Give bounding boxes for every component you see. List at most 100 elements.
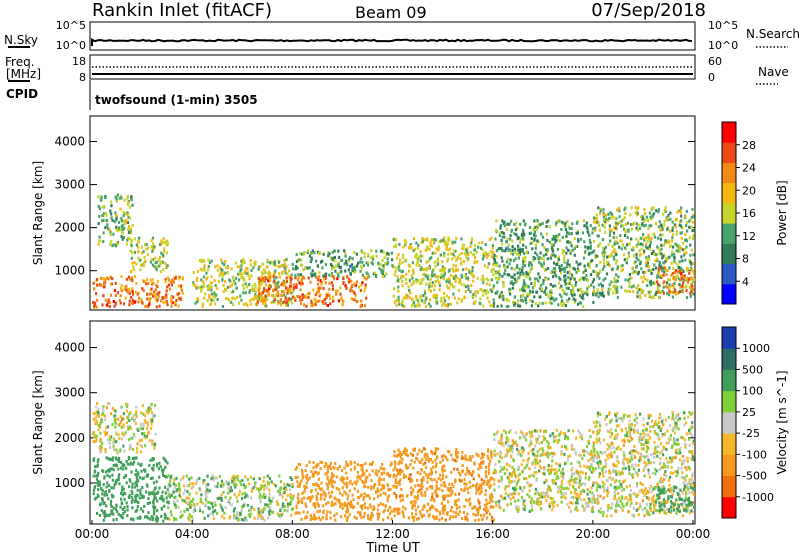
echo-cell <box>567 232 571 236</box>
echo-cell <box>483 289 486 293</box>
echo-cell <box>565 286 568 290</box>
echo-cell <box>316 264 319 268</box>
echo-cell <box>631 266 634 270</box>
echo-cell <box>106 473 109 477</box>
echo-cell <box>552 243 555 247</box>
echo-cell <box>345 483 348 487</box>
echo-cell <box>149 418 152 422</box>
echo-cell <box>421 457 424 461</box>
echo-cell <box>379 502 382 506</box>
echo-cell <box>434 490 437 494</box>
echo-cell <box>115 440 118 444</box>
echo-cell <box>414 508 418 512</box>
echo-cell <box>513 277 517 281</box>
echo-cell <box>329 516 332 520</box>
echo-cell <box>359 513 362 517</box>
echo-cell <box>669 211 672 215</box>
echo-cell <box>222 284 225 288</box>
echo-cell <box>190 515 193 519</box>
echo-cell <box>147 282 150 285</box>
echo-cell <box>647 290 650 294</box>
echo-cell <box>134 422 137 425</box>
echo-cell <box>612 231 616 235</box>
echo-cell <box>492 298 495 302</box>
echo-cell <box>377 469 381 473</box>
echo-cell <box>460 251 463 255</box>
echo-cell <box>552 297 555 301</box>
echo-cell <box>488 485 491 489</box>
echo-cell <box>472 470 475 474</box>
echo-cell <box>429 277 432 281</box>
echo-cell <box>508 237 512 241</box>
echo-cell <box>686 229 689 233</box>
echo-cell <box>670 239 673 243</box>
echo-cell <box>399 450 402 454</box>
echo-cell <box>93 457 96 461</box>
echo-cell <box>410 283 413 287</box>
echo-cell <box>309 260 312 264</box>
echo-cell <box>417 279 420 283</box>
echo-cell <box>166 500 169 504</box>
echo-cell <box>519 288 522 292</box>
echo-cell <box>646 284 649 288</box>
echo-cell <box>128 299 131 303</box>
echo-cell <box>117 475 120 479</box>
echo-cell <box>450 283 453 287</box>
echo-cell <box>684 258 687 262</box>
echo-cell <box>142 279 145 283</box>
echo-cell <box>579 237 583 241</box>
echo-cell <box>424 274 427 278</box>
echo-cell <box>240 267 243 271</box>
echo-cell <box>192 484 195 488</box>
echo-cell <box>570 227 573 230</box>
echo-cell <box>533 281 536 285</box>
echo-cell <box>405 449 408 453</box>
echo-cell <box>514 250 517 254</box>
echo-cell <box>459 479 462 483</box>
echo-cell <box>365 494 368 498</box>
echo-cell <box>689 226 692 229</box>
echo-cell <box>505 228 508 231</box>
echo-cell <box>230 503 233 507</box>
echo-cell <box>556 262 559 266</box>
echo-cell <box>99 283 103 287</box>
echo-cell <box>389 487 392 491</box>
echo-cell <box>256 298 259 301</box>
echo-cell <box>674 275 677 279</box>
echo-cell <box>431 492 434 496</box>
echo-cell <box>586 247 589 251</box>
echo-cell <box>96 298 99 302</box>
echo-cell <box>433 478 436 482</box>
echo-cell <box>369 462 372 466</box>
echo-cell <box>648 257 651 261</box>
echo-cell <box>129 446 132 450</box>
echo-cell <box>333 249 336 253</box>
echo-cell <box>205 271 208 275</box>
echo-cell <box>160 507 163 511</box>
echo-cell <box>125 466 128 470</box>
echo-cell <box>539 251 542 255</box>
echo-cell <box>268 287 271 291</box>
echo-cell <box>692 272 695 276</box>
echo-cell <box>190 503 193 507</box>
echo-cell <box>101 499 104 503</box>
echo-cell <box>313 251 316 255</box>
echo-cell <box>690 225 694 229</box>
echo-cell <box>560 284 563 288</box>
echo-cell <box>466 258 469 262</box>
echo-cell <box>692 292 695 296</box>
echo-cell <box>361 250 364 254</box>
echo-cell <box>531 300 534 304</box>
echo-cell <box>656 245 659 249</box>
echo-cell <box>464 517 467 521</box>
echo-cell <box>156 279 160 283</box>
echo-cell <box>471 294 474 298</box>
echo-cell <box>660 247 663 251</box>
echo-cell <box>501 259 504 263</box>
echo-cell <box>354 269 357 273</box>
echo-cell <box>393 491 396 495</box>
beam-title: Beam 09 <box>355 3 427 22</box>
echo-cell <box>511 286 515 290</box>
echo-cell <box>114 480 117 484</box>
echo-cell <box>395 507 398 511</box>
